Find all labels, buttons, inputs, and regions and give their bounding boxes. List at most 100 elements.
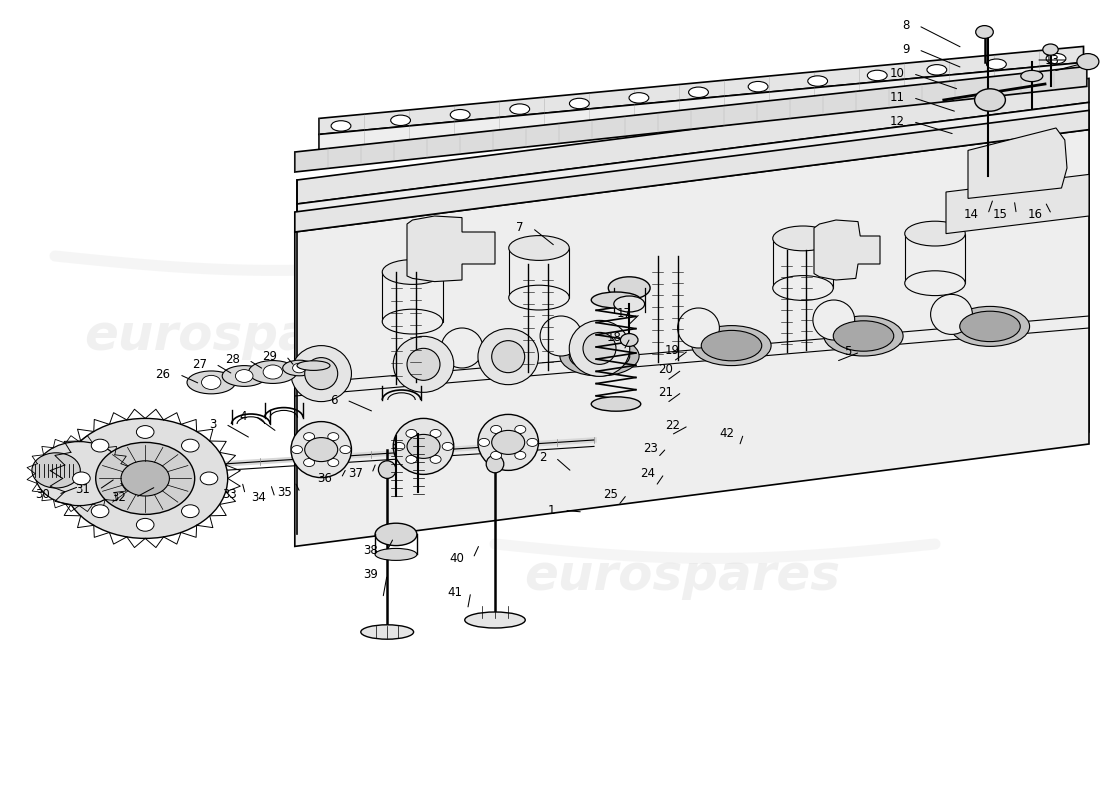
Circle shape	[73, 472, 90, 485]
Circle shape	[515, 426, 526, 434]
Text: 39: 39	[363, 568, 378, 581]
Circle shape	[491, 426, 502, 434]
Text: eurospares: eurospares	[524, 552, 840, 600]
Polygon shape	[968, 128, 1067, 198]
Polygon shape	[295, 130, 1089, 546]
Circle shape	[91, 505, 109, 518]
Text: 29: 29	[262, 350, 277, 362]
Circle shape	[328, 458, 339, 466]
Text: 4: 4	[239, 410, 246, 422]
Ellipse shape	[450, 110, 470, 120]
Circle shape	[975, 89, 1005, 111]
Text: 30: 30	[35, 488, 50, 501]
Circle shape	[121, 461, 169, 496]
Circle shape	[263, 365, 283, 379]
Text: 41: 41	[447, 586, 462, 598]
Ellipse shape	[614, 296, 645, 312]
Ellipse shape	[629, 93, 649, 103]
Ellipse shape	[931, 294, 972, 334]
Circle shape	[478, 438, 490, 446]
Ellipse shape	[608, 277, 650, 299]
Ellipse shape	[375, 549, 417, 560]
Text: 27: 27	[191, 358, 207, 370]
Polygon shape	[772, 238, 834, 288]
Circle shape	[492, 430, 525, 454]
Circle shape	[182, 439, 199, 452]
Ellipse shape	[570, 98, 590, 109]
Ellipse shape	[748, 82, 768, 92]
Circle shape	[136, 426, 154, 438]
Circle shape	[430, 430, 441, 438]
Polygon shape	[319, 46, 1084, 134]
Ellipse shape	[692, 326, 771, 366]
Circle shape	[394, 442, 405, 450]
Circle shape	[515, 451, 526, 459]
Ellipse shape	[834, 321, 893, 351]
Ellipse shape	[187, 371, 235, 394]
Polygon shape	[904, 234, 966, 283]
Circle shape	[96, 442, 195, 514]
Text: 35: 35	[277, 486, 292, 499]
Ellipse shape	[1046, 54, 1066, 64]
Polygon shape	[297, 78, 1089, 204]
Ellipse shape	[904, 222, 966, 246]
Ellipse shape	[678, 308, 719, 348]
Ellipse shape	[570, 320, 629, 376]
Polygon shape	[319, 62, 1084, 150]
Text: 37: 37	[348, 467, 363, 480]
Text: 21: 21	[658, 386, 673, 398]
Ellipse shape	[222, 366, 266, 386]
Text: 6: 6	[330, 394, 338, 406]
Text: 3: 3	[209, 418, 217, 430]
Ellipse shape	[283, 360, 316, 376]
Circle shape	[235, 370, 253, 382]
Polygon shape	[297, 102, 1089, 534]
Ellipse shape	[807, 76, 827, 86]
Text: 5: 5	[844, 346, 851, 358]
Text: 1: 1	[548, 504, 556, 517]
Circle shape	[182, 505, 199, 518]
Circle shape	[527, 438, 538, 446]
Ellipse shape	[904, 270, 966, 296]
Ellipse shape	[378, 461, 396, 478]
Ellipse shape	[772, 275, 834, 301]
Text: 26: 26	[155, 368, 170, 381]
Ellipse shape	[560, 336, 639, 376]
Text: 11: 11	[889, 91, 904, 104]
Text: 36: 36	[317, 472, 332, 485]
Ellipse shape	[540, 316, 582, 356]
Circle shape	[620, 334, 638, 346]
Ellipse shape	[509, 104, 530, 114]
Text: 8: 8	[902, 19, 910, 32]
Ellipse shape	[305, 358, 338, 390]
Ellipse shape	[290, 346, 352, 402]
Circle shape	[304, 458, 315, 466]
Ellipse shape	[492, 341, 525, 373]
Polygon shape	[814, 220, 880, 280]
Ellipse shape	[486, 455, 504, 473]
Ellipse shape	[867, 70, 887, 81]
Ellipse shape	[297, 361, 330, 370]
Ellipse shape	[464, 612, 526, 628]
Circle shape	[305, 438, 338, 462]
Text: 32: 32	[111, 491, 126, 504]
Ellipse shape	[702, 330, 761, 361]
Circle shape	[292, 446, 302, 454]
Circle shape	[340, 446, 351, 454]
Ellipse shape	[824, 316, 903, 356]
Polygon shape	[946, 174, 1089, 234]
Circle shape	[407, 434, 440, 458]
Text: 25: 25	[603, 488, 618, 501]
Circle shape	[293, 363, 306, 373]
Ellipse shape	[813, 300, 855, 340]
Circle shape	[328, 433, 339, 441]
Circle shape	[32, 453, 80, 488]
Circle shape	[136, 518, 154, 531]
Text: 15: 15	[992, 208, 1008, 221]
Circle shape	[430, 455, 441, 463]
Circle shape	[63, 418, 228, 538]
Ellipse shape	[927, 65, 947, 75]
Polygon shape	[508, 248, 570, 298]
Ellipse shape	[592, 292, 641, 308]
Ellipse shape	[592, 397, 641, 411]
